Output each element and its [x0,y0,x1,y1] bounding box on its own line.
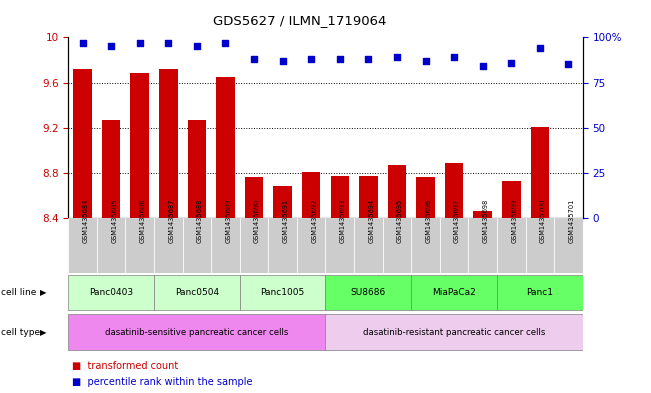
Point [306,56,316,62]
Text: GSM1435697: GSM1435697 [454,199,460,243]
Text: GDS5627 / ILMN_1719064: GDS5627 / ILMN_1719064 [213,14,386,27]
Bar [416,178,435,218]
Bar [445,163,464,218]
Text: Panc0403: Panc0403 [89,288,133,297]
Text: dasatinib-sensitive pancreatic cancer cells: dasatinib-sensitive pancreatic cancer ce… [105,328,288,336]
Bar [130,73,149,218]
Bar [326,218,354,273]
Text: GSM1435689: GSM1435689 [225,199,232,243]
Point [277,58,288,64]
Point [534,45,545,51]
Bar [159,69,178,218]
Bar [183,218,211,273]
Point [106,43,117,50]
Bar [468,218,497,273]
Bar [154,218,183,273]
Bar [240,218,268,273]
Bar [297,218,326,273]
Text: MiaPaCa2: MiaPaCa2 [432,288,476,297]
Text: Panc1: Panc1 [526,288,553,297]
Text: GSM1435695: GSM1435695 [397,199,403,243]
Text: ■  transformed count: ■ transformed count [72,361,178,371]
Bar [326,275,411,310]
Text: GSM1435694: GSM1435694 [368,199,374,243]
Bar [502,181,521,218]
Text: GSM1435684: GSM1435684 [83,199,89,243]
Bar [554,218,583,273]
Bar [211,218,240,273]
Point [249,56,259,62]
Bar [440,218,468,273]
Text: dasatinib-resistant pancreatic cancer cells: dasatinib-resistant pancreatic cancer ce… [363,328,546,336]
Text: GSM1435693: GSM1435693 [340,199,346,243]
Bar [383,218,411,273]
Bar [154,275,240,310]
Text: GSM1435691: GSM1435691 [283,199,288,243]
Text: Panc0504: Panc0504 [175,288,219,297]
Point [335,56,345,62]
Bar [126,218,154,273]
Text: GSM1435687: GSM1435687 [169,199,174,243]
Text: GSM1435692: GSM1435692 [311,199,317,243]
Text: GSM1435699: GSM1435699 [511,199,517,243]
Text: GSM1435685: GSM1435685 [111,199,117,243]
Text: ▶: ▶ [40,328,47,336]
Bar [68,275,154,310]
Text: GSM1435696: GSM1435696 [426,199,432,243]
Bar [387,165,406,218]
Bar [411,275,497,310]
Text: Panc1005: Panc1005 [260,288,305,297]
Bar [68,314,326,350]
Bar [531,127,549,218]
Text: ▶: ▶ [40,288,47,297]
Bar [497,218,525,273]
Point [135,40,145,46]
Text: GSM1435686: GSM1435686 [140,199,146,243]
Bar [302,172,320,218]
Bar [97,218,126,273]
Text: GSM1435690: GSM1435690 [254,199,260,243]
Bar [102,120,120,218]
Bar [68,218,97,273]
Bar [497,275,583,310]
Point [449,54,459,61]
Text: ■  percentile rank within the sample: ■ percentile rank within the sample [72,377,252,387]
Bar [187,120,206,218]
Text: SU8686: SU8686 [351,288,386,297]
Bar [268,218,297,273]
Bar [216,77,235,218]
Text: GSM1435698: GSM1435698 [482,199,489,243]
Text: cell type: cell type [1,328,40,336]
Bar [473,211,492,218]
Bar [240,275,326,310]
Text: cell line: cell line [1,288,36,297]
Point [506,59,516,66]
Bar [326,314,583,350]
Bar [245,178,264,218]
Bar [354,218,383,273]
Bar [525,218,554,273]
Bar [74,69,92,218]
Point [363,56,374,62]
Text: GSM1435688: GSM1435688 [197,199,203,243]
Point [477,63,488,70]
Point [563,61,574,68]
Bar [411,218,440,273]
Bar [273,187,292,218]
Bar [331,176,349,218]
Point [77,40,88,46]
Point [421,58,431,64]
Point [220,40,230,46]
Bar [359,176,378,218]
Point [191,43,202,50]
Text: GSM1435700: GSM1435700 [540,199,546,243]
Point [163,40,174,46]
Point [392,54,402,61]
Text: GSM1435701: GSM1435701 [568,199,574,243]
